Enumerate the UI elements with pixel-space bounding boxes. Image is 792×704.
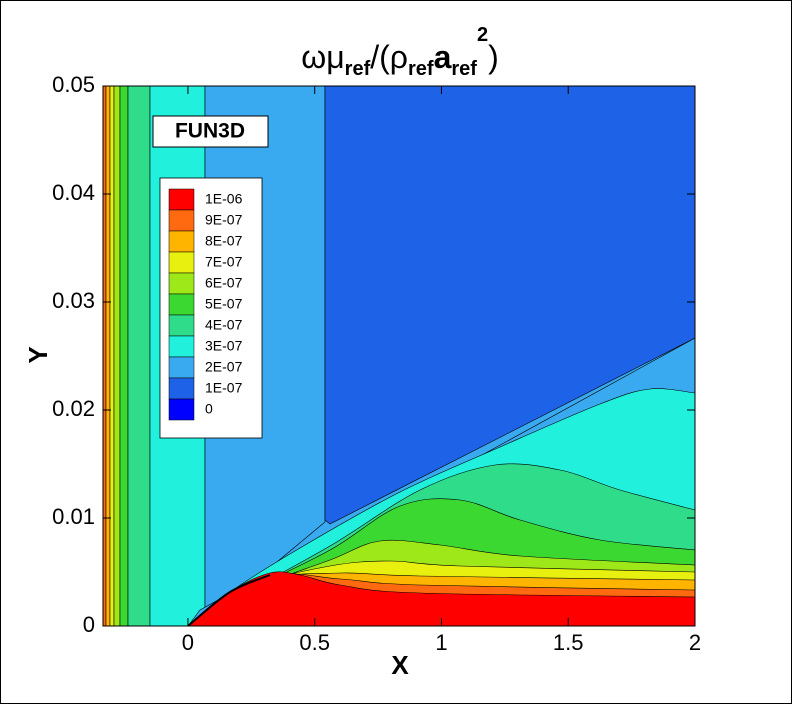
- legend-swatch: [168, 230, 195, 253]
- title-part: ref: [408, 58, 434, 80]
- legend-label: 3E-07: [205, 338, 243, 354]
- title-part: ωμ: [301, 39, 344, 75]
- y-axis-label: Y: [23, 346, 53, 363]
- y-tick-label: 0.05: [52, 72, 95, 97]
- y-tick-label: 0.03: [52, 288, 95, 313]
- legend-label: 0: [205, 401, 213, 417]
- legend-label: 9E-07: [205, 212, 243, 228]
- x-axis-label: X: [391, 650, 409, 680]
- x-tick-label: 1.5: [553, 630, 584, 655]
- x-tick-label: 1: [435, 630, 447, 655]
- contour-band: [113, 86, 121, 626]
- plot-border: [102, 85, 696, 627]
- legend-swatch: [168, 188, 195, 211]
- legend: 1E-06 9E-07 8E-07 7E-07 6E-07 5E-07 4E-07 3E-07…: [168, 188, 243, 421]
- y-tick-label: 0.04: [52, 180, 95, 205]
- legend-label: 7E-07: [205, 254, 243, 270]
- title-part: 2: [477, 24, 488, 46]
- legend-swatch: [168, 251, 195, 274]
- annotation-box: [152, 115, 269, 148]
- legend-label: 4E-07: [205, 317, 243, 333]
- legend-label: 8E-07: [205, 233, 243, 249]
- legend-label: 5E-07: [205, 296, 243, 312]
- contour-band: [109, 86, 115, 626]
- title-part: ): [488, 39, 499, 75]
- x-tick-label: 0: [182, 630, 194, 655]
- legend-label: 2E-07: [205, 359, 243, 375]
- legend-swatch: [168, 335, 195, 358]
- legend-swatch: [168, 272, 195, 295]
- chart-title: ωμref/(ρrefaref2): [301, 24, 498, 80]
- title-part: a: [434, 39, 452, 75]
- legend-swatch: [168, 293, 195, 316]
- annotation: FUN3D: [175, 120, 245, 143]
- legend-label: 6E-07: [205, 275, 243, 291]
- body-edge: [187, 574, 271, 626]
- legend-label: 1E-07: [205, 380, 243, 396]
- legend-label: 1E-06: [205, 191, 243, 207]
- x-tick-label: 2: [689, 630, 701, 655]
- title-part: /(ρ: [370, 39, 408, 75]
- y-tick-label: 0: [83, 612, 95, 637]
- legend-swatch: [168, 314, 195, 337]
- contour-band: [127, 86, 151, 626]
- x-tick-label: 0.5: [299, 630, 330, 655]
- y-tick-label: 0.02: [52, 396, 95, 421]
- legend-swatch: [168, 356, 195, 379]
- plot-area: [103, 86, 695, 626]
- contour-band: [324, 86, 695, 525]
- legend-swatch: [168, 209, 195, 232]
- legend-swatch: [168, 377, 195, 400]
- title-part: ref: [451, 58, 477, 80]
- contour-band: [119, 86, 129, 626]
- contour-band: [105, 86, 111, 626]
- legend-swatch: [168, 398, 195, 421]
- title-part: ref: [345, 58, 371, 80]
- y-tick-label: 0.01: [52, 504, 95, 529]
